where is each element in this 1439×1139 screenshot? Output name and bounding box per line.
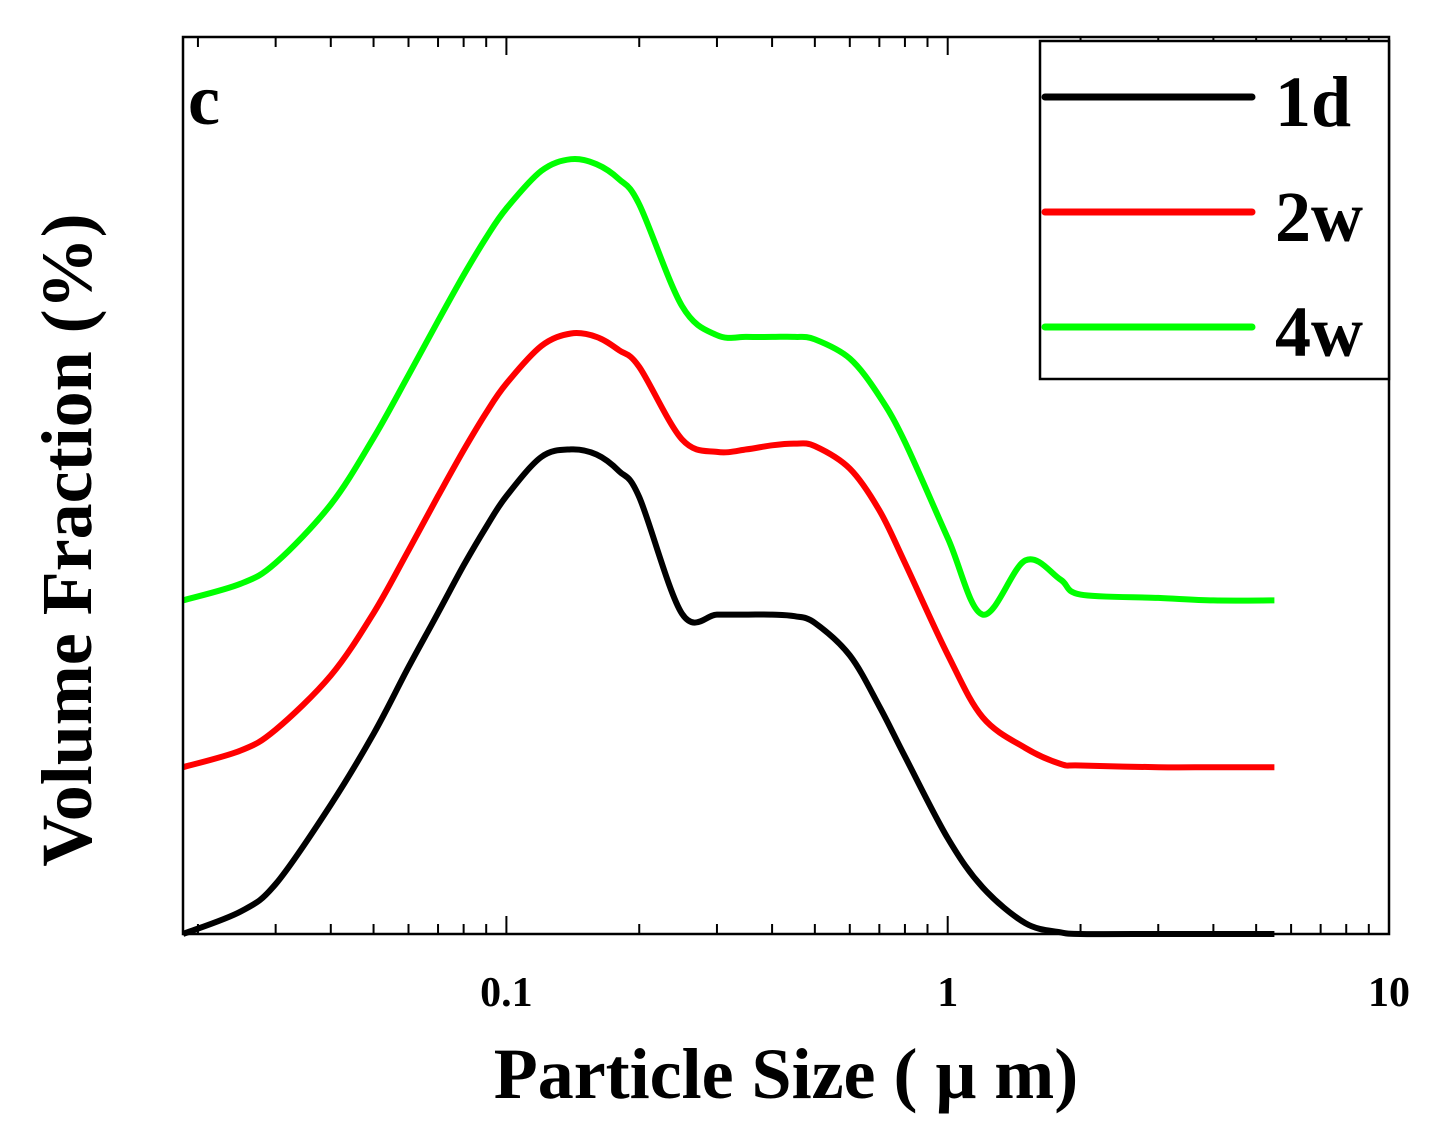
series-line-2w: [182, 330, 1275, 771]
series-line-1d: [181, 446, 1275, 938]
series-layer: [181, 155, 1275, 938]
legend-label-1d: 1d: [1275, 62, 1351, 142]
x-tick-label: 10: [1368, 970, 1410, 1016]
series-line-4w: [182, 155, 1275, 618]
y-axis-title: Volume Fraction (%): [27, 213, 107, 866]
x-axis-ticks: 0.1 1 10: [196, 37, 1410, 1016]
plot-frame: [181, 35, 1391, 936]
legend: 1d 2w 4w: [1038, 39, 1391, 381]
x-axis-title: Particle Size ( μ m): [494, 1034, 1079, 1114]
x-tick-label: 0.1: [480, 970, 533, 1016]
panel-label: c: [188, 60, 220, 140]
legend-label-4w: 4w: [1275, 292, 1363, 372]
x-tick-label: 1: [937, 970, 958, 1016]
legend-label-2w: 2w: [1275, 177, 1363, 257]
